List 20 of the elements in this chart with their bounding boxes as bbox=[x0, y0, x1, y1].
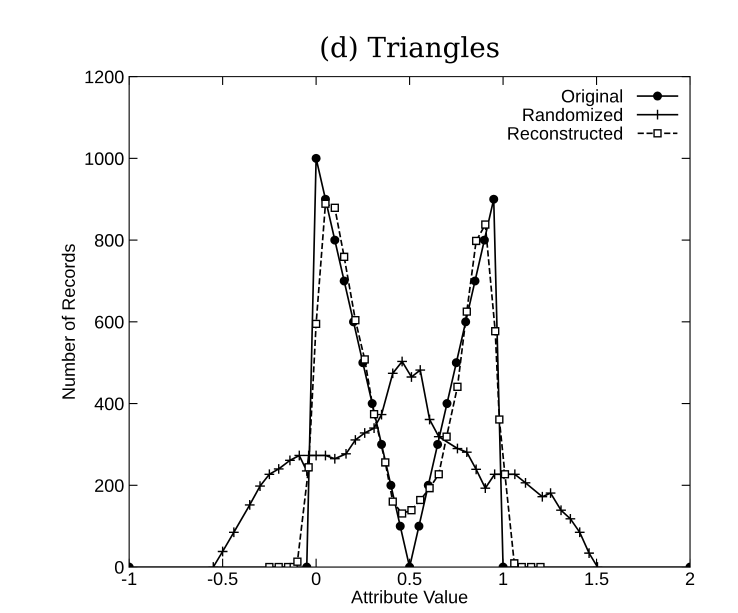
x-tick-label: 1.5 bbox=[585, 572, 608, 586]
y-tick-label: 800 bbox=[94, 234, 124, 247]
x-tick-label: 0.5 bbox=[398, 572, 422, 586]
y-tick-label: 1200 bbox=[86, 70, 124, 84]
x-tick-label: 1 bbox=[499, 572, 508, 585]
y-tick-label: 1000 bbox=[86, 152, 124, 166]
chart-title: (d) Triangles bbox=[321, 36, 499, 64]
x-tick-label: 0 bbox=[312, 572, 320, 586]
y-tick-label: 0 bbox=[114, 560, 124, 574]
legend-label: Randomized bbox=[523, 108, 622, 122]
x-tick-label: 2 bbox=[686, 572, 694, 585]
y-tick-label: 600 bbox=[95, 316, 124, 329]
legend-label: Original bbox=[562, 89, 622, 106]
x-tick-label: -1 bbox=[122, 572, 136, 585]
y-tick-label: 200 bbox=[95, 479, 124, 492]
x-tick-label: -0.5 bbox=[208, 572, 238, 586]
legend-label: Reconstructed bbox=[508, 126, 622, 140]
y-tick-label: 400 bbox=[94, 397, 124, 410]
x-axis-title: Attribute Value bbox=[351, 590, 468, 604]
y-axis-title: Number of Records bbox=[62, 244, 75, 399]
